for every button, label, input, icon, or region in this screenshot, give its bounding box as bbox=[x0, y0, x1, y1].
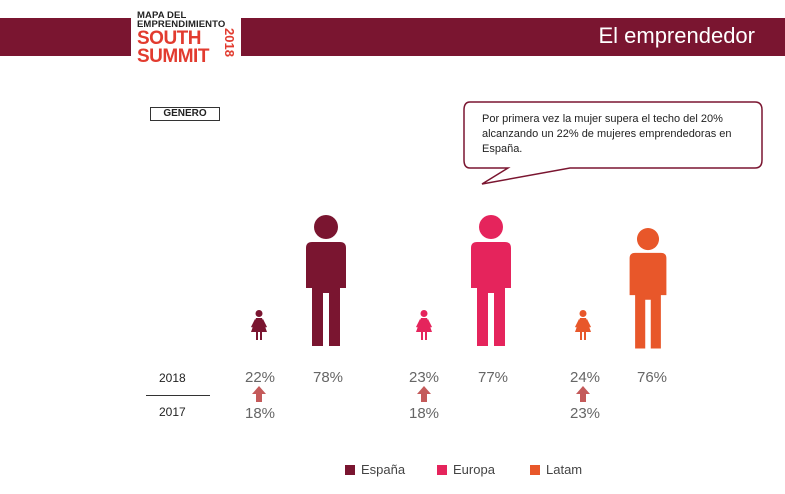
europa-men-2018-label: 77% bbox=[478, 369, 509, 386]
legend-swatch-espana bbox=[345, 464, 355, 475]
legend-label-latam: Latam bbox=[546, 462, 583, 477]
legend-label-europa: Europa bbox=[453, 462, 495, 477]
increase-arrow-latam bbox=[576, 386, 590, 402]
latam-men-2018-label: 76% bbox=[637, 369, 668, 386]
legend-swatch-latam bbox=[530, 464, 540, 475]
woman-figure-espana bbox=[251, 310, 267, 340]
logo-line4: SUMMIT bbox=[137, 46, 209, 67]
woman-figure-latam bbox=[575, 310, 591, 340]
man-figure-latam bbox=[629, 228, 667, 349]
section-badge: GENERO bbox=[150, 107, 220, 121]
espana-women-2018-label: 22% bbox=[245, 369, 276, 386]
increase-arrow-europa bbox=[417, 386, 431, 402]
page-title: El emprendedor bbox=[598, 23, 755, 48]
latam-women-2017-label: 23% bbox=[570, 405, 601, 422]
espana-men-2018-label: 78% bbox=[313, 369, 344, 386]
man-figure-espana bbox=[306, 215, 346, 346]
legend-swatch-europa bbox=[437, 464, 447, 475]
callout-text: Por primera vez la mujer supera el techo… bbox=[482, 113, 732, 155]
row-divider bbox=[146, 395, 210, 396]
latam-women-2018-label: 24% bbox=[570, 369, 601, 386]
logo-line3: SOUTH bbox=[137, 28, 202, 49]
man-figure-europa bbox=[471, 215, 511, 346]
europa-women-2018-label: 23% bbox=[409, 369, 440, 386]
header-bar bbox=[0, 18, 785, 56]
logo-line1: MAPA DEL bbox=[137, 10, 187, 21]
south-summit-logo: MAPA DEL EMPRENDIMIENTO SOUTH SUMMIT 201… bbox=[131, 8, 241, 72]
espana-women-2017-label: 18% bbox=[245, 405, 276, 422]
legend-item-europa: Europa bbox=[437, 462, 495, 477]
legend-item-latam: Latam bbox=[530, 462, 582, 477]
increase-arrow-espana bbox=[252, 386, 266, 402]
logo-line2: EMPRENDIMIENTO bbox=[137, 19, 226, 30]
legend-label-espana: España bbox=[361, 462, 406, 477]
callout-bubble bbox=[463, 101, 763, 185]
europa-women-2017-label: 18% bbox=[409, 405, 440, 422]
row-label-2017: 2017 bbox=[159, 405, 186, 419]
row-label-2018: 2018 bbox=[159, 371, 186, 385]
legend-item-espana: España bbox=[345, 462, 405, 477]
woman-figure-europa bbox=[416, 310, 432, 340]
